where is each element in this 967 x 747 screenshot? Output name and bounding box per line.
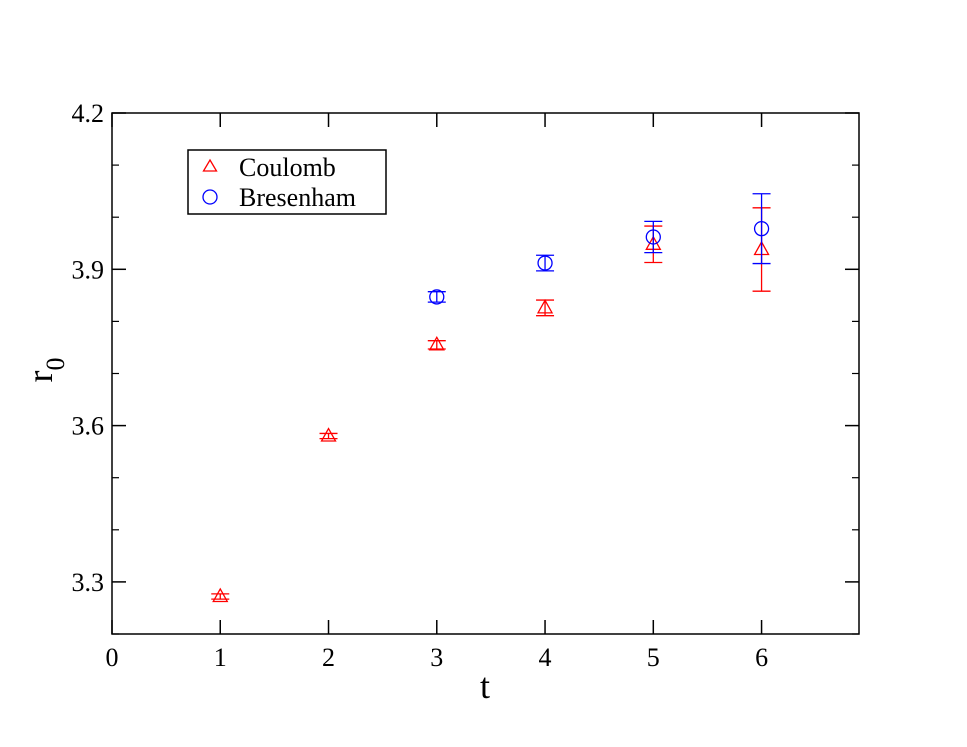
legend-triangle-icon — [202, 158, 218, 172]
y-axis-label-subscript: 0 — [41, 358, 70, 371]
data-point-circle — [753, 221, 770, 237]
data-point-triangle — [536, 299, 554, 314]
y-tick-label: 3.6 — [72, 412, 105, 441]
data-point-circle — [429, 289, 445, 305]
y-tick-label: 4.2 — [72, 99, 105, 128]
data-point-circle — [645, 229, 661, 245]
legend-box — [187, 149, 387, 215]
data-point-triangle — [320, 427, 337, 442]
x-tick-label: 4 — [539, 643, 552, 672]
x-tick-label: 2 — [322, 643, 335, 672]
data-point-triangle — [428, 336, 445, 351]
x-tick-label: 0 — [106, 643, 119, 672]
data-point-triangle — [212, 587, 229, 603]
y-tick-label: 3.3 — [72, 568, 105, 597]
data-point-circle — [537, 255, 553, 271]
legend-label-bresenham: Bresenham — [239, 183, 356, 212]
y-tick-label: 3.9 — [72, 255, 105, 284]
legend-circle-icon — [202, 189, 218, 205]
svg-text:r0: r0 — [20, 358, 70, 383]
x-tick-label: 6 — [755, 643, 768, 672]
x-tick-label: 5 — [647, 643, 660, 672]
series-bresenham — [427, 193, 771, 305]
y-axis-label: r0 — [20, 358, 70, 383]
legend-label-coulomb: Coulomb — [239, 153, 336, 182]
x-tick-label: 3 — [430, 643, 443, 672]
ticks-layer: 0 1 2 3 4 5 6 3.3 3.6 3.9 4.2 — [72, 99, 859, 672]
x-axis-label: t — [480, 666, 490, 706]
plot-frame — [111, 112, 860, 635]
series-layer — [211, 193, 771, 603]
legend: Coulomb Bresenham — [187, 149, 387, 215]
y-axis-label-main: r — [20, 371, 60, 383]
x-tick-label: 1 — [214, 643, 227, 672]
